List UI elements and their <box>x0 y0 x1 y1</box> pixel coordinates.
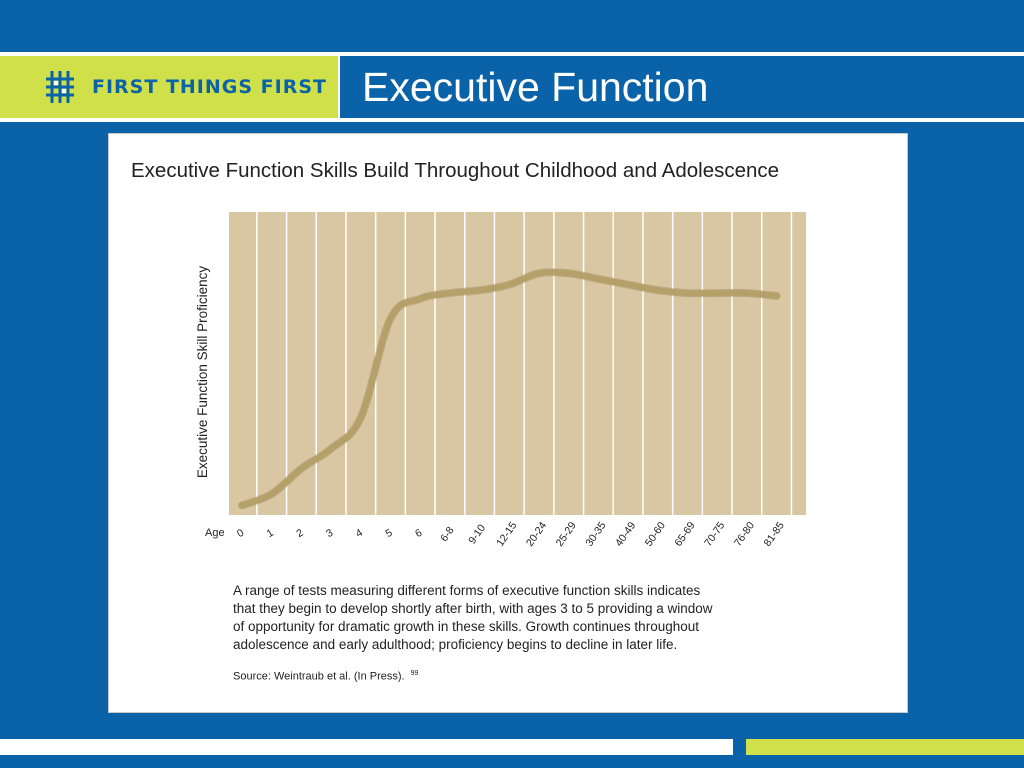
x-tick-label: 6 <box>413 527 424 540</box>
source-ref: 99 <box>410 670 419 677</box>
source-text: Source: Weintraub et al. (In Press). <box>233 670 405 683</box>
x-tick-label: 70-75 <box>702 520 727 549</box>
figure-card: Executive Function Skills Build Througho… <box>108 133 908 713</box>
footer-bar-green <box>746 739 1024 755</box>
x-tick-label: 40-49 <box>613 520 638 549</box>
chart-caption: A range of tests measuring different for… <box>233 582 833 654</box>
x-tick-label: 65-69 <box>672 520 697 549</box>
x-tick-label: 0 <box>235 527 246 540</box>
footer-bar-white <box>0 739 733 755</box>
x-tick-label: 12-15 <box>494 520 519 549</box>
x-tick-label: 5 <box>383 527 394 540</box>
x-tick-label: 25-29 <box>554 520 579 549</box>
brand-name: FIRST THINGS FIRST <box>92 76 327 98</box>
x-tick-label: 6-8 <box>438 524 457 543</box>
chart-title: Executive Function Skills Build Througho… <box>131 159 780 182</box>
caption-line: that they begin to develop shortly after… <box>233 601 713 616</box>
x-tick-label: 50-60 <box>643 520 668 549</box>
x-tick-label: 2 <box>294 527 305 540</box>
x-tick-label: 1 <box>265 527 276 540</box>
x-tick-label: 81-85 <box>762 520 787 549</box>
plot-area <box>229 212 806 515</box>
x-tick-label: 76-80 <box>732 520 757 549</box>
y-axis-label: Executive Function Skill Proficiency <box>195 266 210 479</box>
brand-logo: FIRST THINGS FIRST <box>0 56 338 118</box>
lattice-logo-icon <box>46 71 74 103</box>
x-tick-label: 20-24 <box>524 520 549 549</box>
x-tick-label: 30-35 <box>583 520 608 549</box>
caption-line: of opportunity for dramatic growth in th… <box>233 619 699 634</box>
x-tick-label: 3 <box>324 527 335 540</box>
x-tick-label: 9-10 <box>466 522 488 546</box>
x-tick-label: 4 <box>354 527 365 540</box>
x-axis-label: Age <box>205 527 225 539</box>
line-chart: Age 0 1 2 3 4 5 6 6-8 9-10 12-15 20-24 25-29 30-35 40-… <box>195 212 806 549</box>
slide-title: Executive Function <box>362 64 709 110</box>
caption-line: A range of tests measuring different for… <box>233 583 701 598</box>
source-note: Source: Weintraub et al. (In Press). 99 <box>233 670 418 683</box>
series-line <box>239 269 780 509</box>
title-bar: Executive Function <box>340 56 1024 118</box>
caption-line: adolescence and early adulthood; profici… <box>233 637 678 652</box>
